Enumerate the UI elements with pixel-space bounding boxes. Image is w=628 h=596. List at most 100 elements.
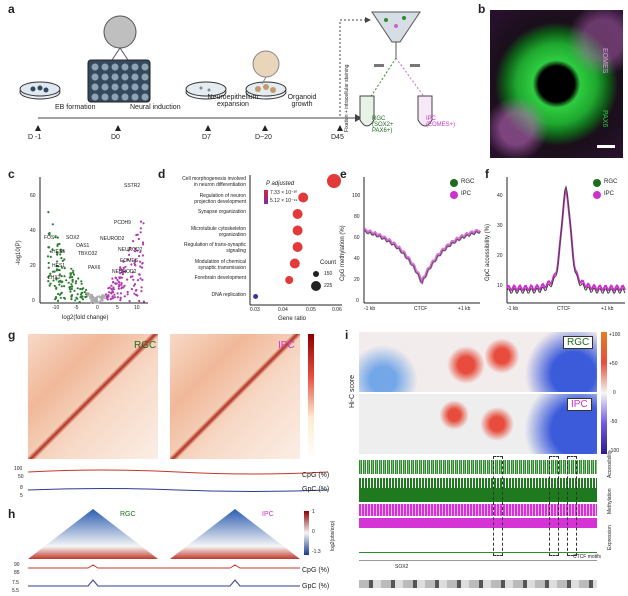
go-dot (285, 276, 294, 284)
volcano-point (142, 243, 145, 246)
gene-track-line (359, 560, 597, 561)
volcano-point (59, 248, 62, 251)
volcano-point (142, 300, 145, 303)
h-tick-cpg: 85 (14, 570, 20, 576)
volcano-point (141, 262, 144, 265)
volcano-point (58, 283, 61, 286)
signal-track (359, 532, 597, 553)
day-label: D45 (331, 134, 344, 141)
volcano-point (126, 293, 129, 296)
xtick: CTCF (414, 306, 428, 312)
i-ylabel: Hi-C score (349, 374, 356, 408)
legend-rgc: RGC (461, 179, 475, 185)
go-term-label: Synapse organization (197, 209, 246, 215)
volcano-point (124, 265, 127, 268)
xtick: 5 (116, 305, 119, 311)
accessibility-plot (506, 177, 626, 304)
microscopy-image (490, 10, 623, 158)
volcano-point (83, 291, 86, 294)
volcano-point (133, 292, 136, 295)
volcano-point (71, 280, 74, 283)
ytick: 80 (354, 214, 360, 220)
chromosome-ideogram (359, 580, 597, 588)
legend-low: 5.12 × 10⁻¹⁹ (270, 198, 298, 204)
volcano-point (117, 280, 120, 283)
volcano-point (48, 274, 51, 277)
methylation-track (359, 478, 597, 488)
volcano-point (73, 289, 76, 292)
day-label: D7 (202, 134, 211, 141)
panel-a: a (0, 0, 470, 165)
volcano-point (130, 263, 133, 266)
volcano-point (137, 237, 140, 241)
gene-label: HES1 (52, 263, 66, 269)
ytick: 60 (30, 193, 36, 199)
ytick: 20 (497, 253, 503, 259)
padj-colorbar (264, 190, 268, 204)
plate-well (101, 63, 109, 71)
gene-label: SOX2 (66, 235, 80, 241)
volcano-point (140, 286, 143, 289)
ytick: 40 (30, 228, 36, 234)
xtick: 0.04 (278, 307, 288, 313)
panel-letter-c: c (8, 167, 15, 181)
volcano-point (70, 267, 73, 270)
volcano-point (75, 296, 78, 299)
volcano-point (117, 287, 120, 290)
hic-colorbar (308, 334, 314, 459)
volcano-point (128, 300, 131, 303)
count-value: 225 (324, 283, 333, 289)
volcano-point (71, 278, 74, 281)
volcano-point (63, 285, 66, 288)
volcano-point (139, 231, 142, 234)
panel-letter-h: h (8, 507, 16, 521)
volcano-point (59, 250, 62, 253)
volcano-point (85, 292, 88, 295)
volcano-point (60, 257, 63, 260)
plate-well (141, 83, 149, 91)
plate-well (131, 93, 139, 101)
volcano-point (70, 283, 73, 286)
volcano-point (79, 287, 82, 291)
go-dot (292, 209, 303, 219)
volcano-point (53, 270, 56, 273)
volcano-point (107, 287, 110, 290)
volcano-point (61, 259, 64, 262)
gene-label: NEUROD2 (100, 236, 125, 242)
xtick: -1 kb (364, 306, 376, 312)
volcano-point (63, 267, 66, 270)
volcano-point (131, 275, 134, 278)
gene-label: PAX6 (88, 265, 101, 271)
count-value: 150 (324, 271, 333, 277)
hic-diff-rgc (359, 332, 597, 392)
day-label: D0 (111, 134, 120, 141)
plate-well (141, 93, 149, 101)
xtick: 0 (96, 305, 99, 311)
stage-neural-induction: Neural induction (130, 104, 181, 111)
accessibility-track (359, 504, 597, 516)
go-term-label: Microtubule cytoskeleton organization (190, 225, 246, 238)
h-tracks (28, 564, 300, 587)
methylation-plot (362, 177, 482, 304)
i-scale-tick: -50 (610, 419, 618, 425)
panel-b: b EOMES PAX6 (478, 0, 628, 160)
track-label: Expression (607, 525, 613, 550)
e-ylabel: CpG methylation (%) (340, 225, 346, 281)
volcano-point (121, 271, 124, 274)
highlight-box (567, 456, 577, 556)
volcano-point (75, 280, 78, 283)
volcano-point (71, 276, 74, 279)
legend-rgc-swatch (450, 179, 458, 187)
stage-eb-formation: EB formation (55, 104, 96, 111)
xtick: +1 kb (458, 306, 471, 312)
volcano-point (139, 277, 142, 280)
plate-well (101, 93, 109, 101)
ytick: 100 (352, 193, 361, 199)
volcano-point (109, 298, 112, 301)
h-tick-cpg: 90 (14, 562, 20, 568)
volcano-point (56, 260, 59, 263)
plate-well (121, 93, 129, 101)
volcano-point (47, 211, 50, 214)
volcano-point (99, 299, 102, 303)
volcano-point (74, 282, 77, 285)
